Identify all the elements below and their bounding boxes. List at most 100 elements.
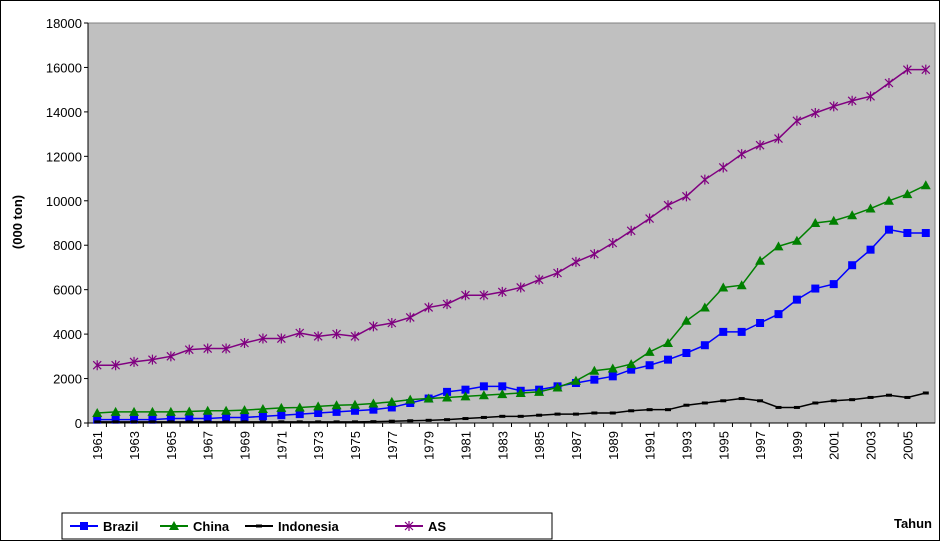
x-tick-label: 1963	[127, 431, 142, 460]
data-point	[572, 412, 579, 416]
data-point	[902, 64, 912, 75]
data-point	[663, 200, 673, 211]
data-point	[626, 359, 637, 369]
data-point	[792, 115, 802, 126]
data-point	[368, 321, 378, 332]
data-point	[847, 210, 858, 220]
series-line	[97, 68, 926, 366]
data-point	[186, 420, 193, 424]
data-point	[423, 393, 434, 403]
data-point	[129, 406, 140, 416]
data-point	[920, 180, 931, 190]
data-point	[757, 399, 764, 403]
data-point	[94, 420, 101, 424]
legend-marker	[169, 521, 179, 530]
x-tick-label: 2003	[864, 431, 879, 460]
data-point	[460, 391, 471, 401]
series-line	[97, 228, 926, 421]
data-point	[185, 414, 194, 423]
data-point	[607, 363, 618, 373]
x-tick-label: 1969	[238, 431, 253, 460]
x-tick-label: 1987	[569, 431, 584, 460]
data-point	[701, 401, 708, 405]
legend-label: AS	[428, 519, 446, 534]
x-tick-label: 1967	[201, 431, 216, 460]
data-point	[315, 420, 322, 424]
data-point	[259, 420, 266, 424]
data-point	[478, 390, 489, 400]
data-point	[147, 406, 158, 416]
data-point	[442, 299, 452, 310]
data-point	[387, 318, 397, 328]
data-point	[184, 406, 195, 416]
data-point	[112, 420, 119, 424]
data-point	[608, 372, 617, 381]
data-point	[665, 408, 672, 412]
data-point	[554, 412, 561, 416]
data-point	[536, 413, 543, 417]
data-point	[736, 280, 747, 290]
data-point	[681, 191, 691, 202]
data-point	[241, 420, 248, 424]
y-tick-label: 2000	[53, 372, 82, 387]
data-point	[921, 229, 930, 237]
data-point	[370, 420, 377, 424]
data-point	[681, 315, 692, 325]
y-tick-label: 16000	[46, 60, 82, 75]
data-point	[424, 302, 434, 313]
data-point	[865, 203, 876, 213]
data-point	[718, 282, 729, 292]
data-point	[111, 360, 121, 371]
series-line	[97, 392, 926, 423]
data-point	[553, 268, 562, 278]
data-point	[333, 420, 340, 424]
data-point	[718, 162, 728, 173]
x-tick-label: 2005	[900, 431, 915, 460]
data-point	[812, 401, 819, 405]
data-point	[110, 406, 121, 416]
data-point	[828, 215, 839, 225]
data-point	[830, 399, 837, 403]
data-point	[148, 415, 157, 424]
y-tick-label: 12000	[46, 149, 82, 164]
legend-label: Indonesia	[278, 519, 339, 534]
data-point	[405, 394, 416, 404]
data-point	[756, 319, 765, 327]
data-point	[516, 282, 526, 293]
legend-marker	[80, 522, 88, 530]
data-point	[131, 420, 138, 424]
data-point	[349, 399, 360, 409]
data-point	[149, 420, 156, 424]
data-point	[314, 409, 323, 417]
data-point	[258, 412, 267, 421]
data-point	[425, 418, 432, 422]
x-tick-label: 1961	[90, 431, 105, 460]
data-point	[184, 344, 194, 355]
data-point	[866, 91, 875, 102]
data-point	[774, 310, 783, 319]
legend-marker	[256, 524, 262, 528]
data-point	[444, 418, 451, 422]
data-point	[405, 312, 415, 323]
data-point	[628, 409, 635, 413]
data-point	[276, 402, 287, 412]
data-point	[498, 382, 507, 391]
legend-label: China	[193, 519, 230, 534]
data-point	[167, 420, 174, 424]
data-point	[719, 327, 728, 336]
data-point	[810, 108, 820, 118]
data-point	[811, 284, 820, 293]
data-point	[386, 396, 397, 406]
data-point	[848, 261, 857, 270]
data-point	[903, 229, 912, 237]
data-point	[92, 408, 103, 417]
data-point	[480, 415, 487, 419]
y-tick-label: 6000	[53, 283, 82, 298]
data-point	[883, 195, 894, 205]
data-point	[884, 225, 893, 234]
data-point	[350, 331, 360, 342]
data-point	[165, 406, 176, 416]
data-point	[792, 295, 801, 304]
data-point	[645, 361, 654, 370]
